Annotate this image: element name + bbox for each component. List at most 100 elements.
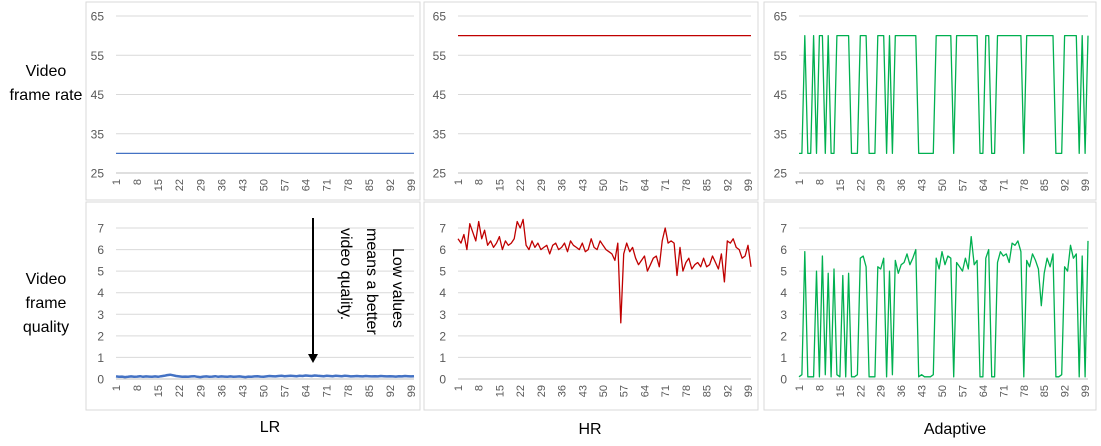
x-tick-label-71: 71 xyxy=(322,385,334,397)
x-tick-label-43: 43 xyxy=(917,179,929,191)
x-tick-label-64: 64 xyxy=(640,385,652,397)
x-tick-label-15: 15 xyxy=(494,385,506,397)
x-tick-label-15: 15 xyxy=(835,179,847,191)
x-tick-label-78: 78 xyxy=(1019,179,1031,191)
x-tick-label-43: 43 xyxy=(237,385,249,397)
y-tick-label-4: 4 xyxy=(97,286,104,300)
x-tick-label-1: 1 xyxy=(111,179,123,185)
y-tick-label-55: 55 xyxy=(774,49,788,63)
x-tick-label-8: 8 xyxy=(132,385,144,391)
annotation-arrow xyxy=(308,218,318,363)
x-tick-label-50: 50 xyxy=(598,179,610,191)
x-tick-label-15: 15 xyxy=(835,385,847,397)
x-tick-label-22: 22 xyxy=(174,179,186,191)
y-tick-label-35: 35 xyxy=(433,127,447,141)
x-tick-label-29: 29 xyxy=(876,385,888,397)
x-tick-label-43: 43 xyxy=(577,385,589,397)
x-tick-label-22: 22 xyxy=(515,385,527,397)
x-tick-label-8: 8 xyxy=(814,179,826,185)
x-tick-label-29: 29 xyxy=(536,179,548,191)
y-tick-label-0: 0 xyxy=(439,373,446,387)
x-tick-label-71: 71 xyxy=(322,179,334,191)
col-label-adaptive: Adaptive xyxy=(923,421,987,438)
y-tick-label-25: 25 xyxy=(91,167,105,181)
x-tick-label-22: 22 xyxy=(855,179,867,191)
panel-frame-0-0 xyxy=(85,1,421,201)
x-tick-label-71: 71 xyxy=(660,179,672,191)
x-tick-label-22: 22 xyxy=(174,385,186,397)
x-tick-label-29: 29 xyxy=(536,385,548,397)
x-tick-label-36: 36 xyxy=(557,385,569,397)
chart-rate-Adaptive: 25 35 45 55 65 1 8 15 22 29 36 43 50 57 64 71 78 85 92 99 xyxy=(774,10,1092,192)
series-line-quality-HR xyxy=(457,218,752,324)
col-label-hr: HR xyxy=(578,421,602,438)
x-tick-label-29: 29 xyxy=(195,179,207,191)
y-tick-label-45: 45 xyxy=(774,88,788,102)
x-tick-label-85: 85 xyxy=(702,179,714,191)
panel-frame-1-0 xyxy=(85,201,421,411)
x-tick-label-43: 43 xyxy=(237,179,249,191)
x-tick-label-64: 64 xyxy=(301,385,313,397)
y-tick-label-6: 6 xyxy=(97,243,104,257)
annotation-line-1: Low values xyxy=(389,248,406,328)
y-tick-label-5: 5 xyxy=(780,265,787,279)
x-tick-label-78: 78 xyxy=(343,385,355,397)
x-tick-label-99: 99 xyxy=(743,385,755,397)
x-tick-label-99: 99 xyxy=(743,179,755,191)
x-tick-label-22: 22 xyxy=(855,385,867,397)
x-tick-label-15: 15 xyxy=(153,179,165,191)
x-tick-label-36: 36 xyxy=(896,385,908,397)
x-tick-label-8: 8 xyxy=(814,385,826,391)
chart-rate-LR: 25 35 45 55 65 1 8 15 22 29 36 43 50 57 64 71 78 85 92 99 xyxy=(91,10,418,192)
x-tick-label-29: 29 xyxy=(876,179,888,191)
x-tick-label-57: 57 xyxy=(280,179,292,191)
x-tick-label-99: 99 xyxy=(406,179,418,191)
x-tick-label-85: 85 xyxy=(702,385,714,397)
x-tick-label-15: 15 xyxy=(153,385,165,397)
y-tick-label-7: 7 xyxy=(439,222,446,236)
y-tick-label-35: 35 xyxy=(774,127,788,141)
row-label-frame-rate: Video frame rate xyxy=(9,63,83,104)
x-tick-label-92: 92 xyxy=(385,179,397,191)
x-tick-label-99: 99 xyxy=(1080,179,1092,191)
x-tick-label-22: 22 xyxy=(515,179,527,191)
x-tick-label-78: 78 xyxy=(681,385,693,397)
x-tick-label-71: 71 xyxy=(998,179,1010,191)
x-tick-label-78: 78 xyxy=(681,179,693,191)
x-tick-label-85: 85 xyxy=(364,385,376,397)
x-tick-label-71: 71 xyxy=(998,385,1010,397)
y-tick-label-65: 65 xyxy=(433,10,447,24)
x-tick-label-92: 92 xyxy=(722,179,734,191)
y-tick-label-2: 2 xyxy=(439,329,446,343)
y-tick-label-5: 5 xyxy=(439,265,446,279)
y-tick-label-1: 1 xyxy=(780,351,787,365)
x-tick-label-78: 78 xyxy=(1019,385,1031,397)
x-tick-label-29: 29 xyxy=(195,385,207,397)
x-tick-label-43: 43 xyxy=(917,385,929,397)
x-tick-label-43: 43 xyxy=(577,179,589,191)
x-tick-label-57: 57 xyxy=(958,179,970,191)
y-tick-label-3: 3 xyxy=(780,308,787,322)
x-tick-label-50: 50 xyxy=(259,179,271,191)
y-tick-label-25: 25 xyxy=(774,167,788,181)
panel-frame-1-2 xyxy=(763,201,1097,411)
x-tick-label-36: 36 xyxy=(557,179,569,191)
x-tick-label-57: 57 xyxy=(280,385,292,397)
y-tick-label-3: 3 xyxy=(439,308,446,322)
y-tick-label-35: 35 xyxy=(91,127,105,141)
y-tick-label-65: 65 xyxy=(774,10,788,24)
x-tick-label-85: 85 xyxy=(364,179,376,191)
x-tick-label-50: 50 xyxy=(598,385,610,397)
x-tick-label-50: 50 xyxy=(937,179,949,191)
x-tick-label-92: 92 xyxy=(1060,179,1072,191)
y-tick-label-45: 45 xyxy=(433,88,447,102)
x-tick-label-1: 1 xyxy=(794,385,806,391)
x-tick-label-85: 85 xyxy=(1039,385,1051,397)
x-tick-label-64: 64 xyxy=(978,179,990,191)
x-tick-label-36: 36 xyxy=(216,179,228,191)
